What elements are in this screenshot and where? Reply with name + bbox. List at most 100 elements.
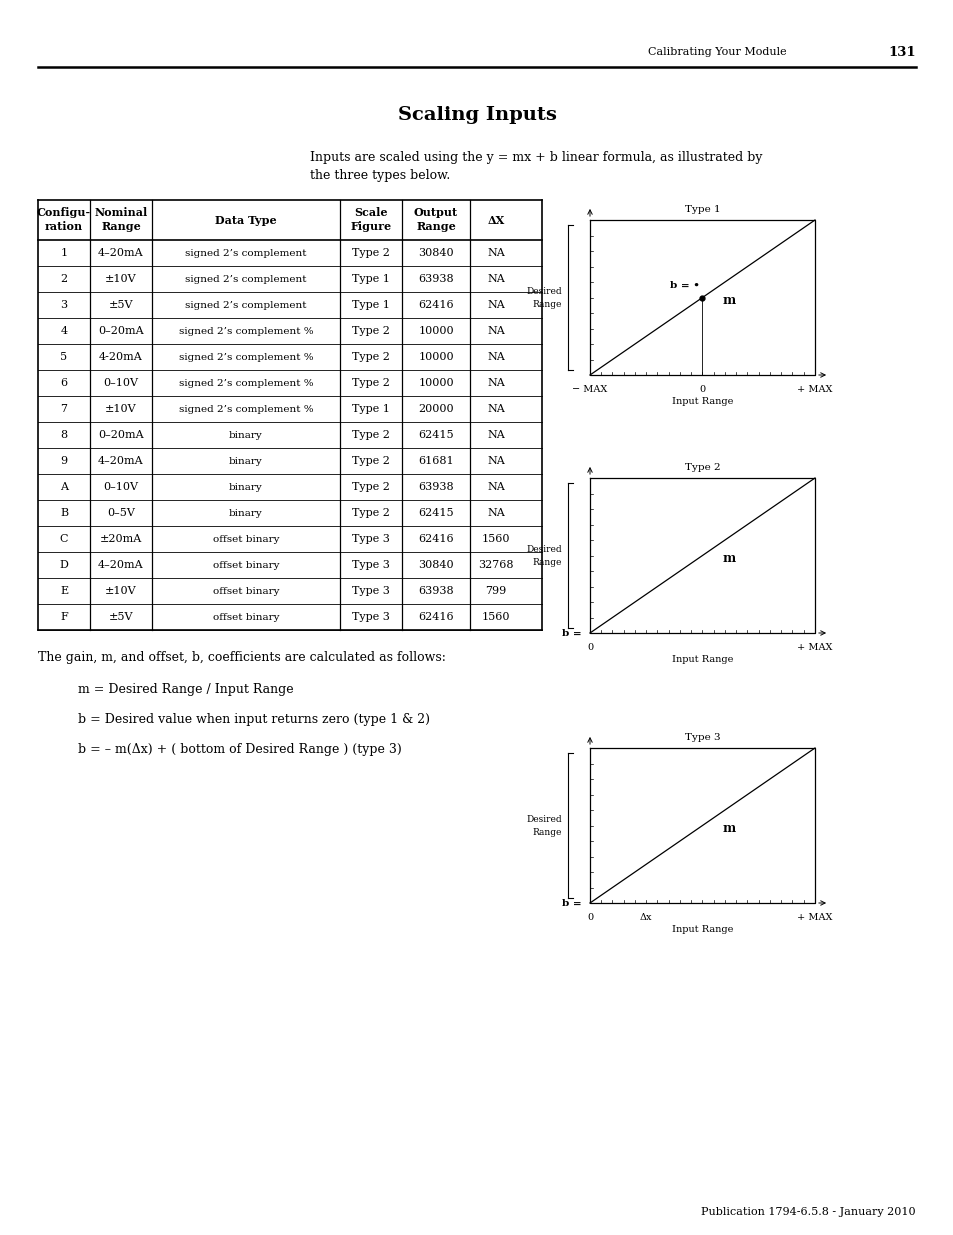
Text: 1: 1	[60, 248, 68, 258]
Text: b =: b =	[561, 629, 581, 637]
Text: binary: binary	[229, 431, 263, 440]
Text: NA: NA	[487, 404, 504, 414]
Text: NA: NA	[487, 482, 504, 492]
Text: Type 2: Type 2	[352, 430, 390, 440]
Text: NA: NA	[487, 352, 504, 362]
Text: + MAX: + MAX	[797, 384, 832, 394]
Text: Range: Range	[101, 221, 141, 232]
Text: 4–20mA: 4–20mA	[98, 456, 144, 466]
Text: NA: NA	[487, 508, 504, 517]
Text: 10000: 10000	[417, 378, 454, 388]
Text: 131: 131	[887, 46, 915, 58]
Text: signed 2’s complement %: signed 2’s complement %	[178, 405, 313, 414]
Text: Type 2: Type 2	[352, 482, 390, 492]
Text: ±20mA: ±20mA	[100, 534, 142, 543]
Text: Type 3: Type 3	[352, 534, 390, 543]
Text: 62416: 62416	[417, 300, 454, 310]
Text: signed 2’s complement: signed 2’s complement	[185, 274, 307, 284]
Text: binary: binary	[229, 509, 263, 517]
Text: ±10V: ±10V	[105, 404, 136, 414]
Text: NA: NA	[487, 430, 504, 440]
Text: signed 2’s complement: signed 2’s complement	[185, 300, 307, 310]
Text: 0–20mA: 0–20mA	[98, 430, 144, 440]
Text: Range: Range	[532, 300, 561, 309]
Text: Calibrating Your Module: Calibrating Your Module	[647, 47, 786, 57]
Text: Type 2: Type 2	[352, 326, 390, 336]
Text: m: m	[722, 552, 736, 566]
Text: 6: 6	[60, 378, 68, 388]
Text: 1560: 1560	[481, 613, 510, 622]
Text: 1560: 1560	[481, 534, 510, 543]
Text: Input Range: Input Range	[671, 396, 733, 405]
Text: Type 2: Type 2	[352, 352, 390, 362]
Text: F: F	[60, 613, 68, 622]
Text: Scale: Scale	[354, 207, 387, 219]
Text: Data Type: Data Type	[215, 215, 276, 226]
Text: + MAX: + MAX	[797, 642, 832, 652]
Text: NA: NA	[487, 300, 504, 310]
Text: Type 2: Type 2	[352, 248, 390, 258]
Text: signed 2’s complement %: signed 2’s complement %	[178, 352, 313, 362]
Text: 30840: 30840	[417, 559, 454, 571]
Text: NA: NA	[487, 248, 504, 258]
Text: 0–5V: 0–5V	[107, 508, 134, 517]
Text: b = Desired value when input returns zero (type 1 & 2): b = Desired value when input returns zer…	[78, 714, 430, 726]
Text: 7: 7	[60, 404, 68, 414]
Text: 10000: 10000	[417, 326, 454, 336]
Text: m: m	[722, 294, 736, 308]
Text: 4: 4	[60, 326, 68, 336]
Text: − MAX: − MAX	[572, 384, 607, 394]
Text: offset binary: offset binary	[213, 561, 279, 569]
Text: 62415: 62415	[417, 508, 454, 517]
Text: offset binary: offset binary	[213, 587, 279, 595]
Text: b =: b =	[561, 899, 581, 908]
Text: Desired: Desired	[526, 545, 561, 555]
Text: 30840: 30840	[417, 248, 454, 258]
Text: 8: 8	[60, 430, 68, 440]
Text: 9: 9	[60, 456, 68, 466]
Text: 0: 0	[699, 384, 705, 394]
Text: Range: Range	[532, 558, 561, 567]
Text: Type 1: Type 1	[684, 205, 720, 215]
Text: 0–20mA: 0–20mA	[98, 326, 144, 336]
Text: 63938: 63938	[417, 585, 454, 597]
Text: ΔX: ΔX	[487, 215, 504, 226]
Text: B: B	[60, 508, 68, 517]
Text: ±10V: ±10V	[105, 274, 136, 284]
Text: binary: binary	[229, 457, 263, 466]
Text: Type 2: Type 2	[352, 508, 390, 517]
Text: Configu-: Configu-	[37, 207, 91, 219]
Text: signed 2’s complement %: signed 2’s complement %	[178, 326, 313, 336]
Text: m: m	[722, 823, 736, 835]
Text: 4–20mA: 4–20mA	[98, 248, 144, 258]
Text: ±5V: ±5V	[109, 300, 133, 310]
Text: Type 1: Type 1	[352, 404, 390, 414]
Text: Type 3: Type 3	[352, 559, 390, 571]
Text: 32768: 32768	[477, 559, 514, 571]
Text: Publication 1794-6.5.8 - January 2010: Publication 1794-6.5.8 - January 2010	[700, 1207, 915, 1216]
Text: m = Desired Range / Input Range: m = Desired Range / Input Range	[78, 683, 294, 697]
Text: Desired: Desired	[526, 287, 561, 296]
Text: NA: NA	[487, 274, 504, 284]
Text: Type 1: Type 1	[352, 274, 390, 284]
Text: Δx: Δx	[639, 913, 652, 921]
Text: Nominal: Nominal	[94, 207, 148, 219]
Text: 20000: 20000	[417, 404, 454, 414]
Text: signed 2’s complement %: signed 2’s complement %	[178, 378, 313, 388]
Text: Scaling Inputs: Scaling Inputs	[397, 106, 556, 124]
Text: Type 2: Type 2	[352, 378, 390, 388]
Text: 799: 799	[485, 585, 506, 597]
Text: Range: Range	[416, 221, 456, 232]
Text: The gain, m, and offset, b, coefficients are calculated as follows:: The gain, m, and offset, b, coefficients…	[38, 652, 445, 664]
Text: binary: binary	[229, 483, 263, 492]
Text: 3: 3	[60, 300, 68, 310]
Text: offset binary: offset binary	[213, 613, 279, 621]
Text: Type 3: Type 3	[352, 585, 390, 597]
Text: b = – m(Δx) + ( bottom of Desired Range ) (type 3): b = – m(Δx) + ( bottom of Desired Range …	[78, 743, 401, 757]
Text: 0–10V: 0–10V	[103, 378, 138, 388]
Text: C: C	[60, 534, 69, 543]
Text: 5: 5	[60, 352, 68, 362]
Text: 2: 2	[60, 274, 68, 284]
Text: 0–10V: 0–10V	[103, 482, 138, 492]
Text: Input Range: Input Range	[671, 925, 733, 934]
